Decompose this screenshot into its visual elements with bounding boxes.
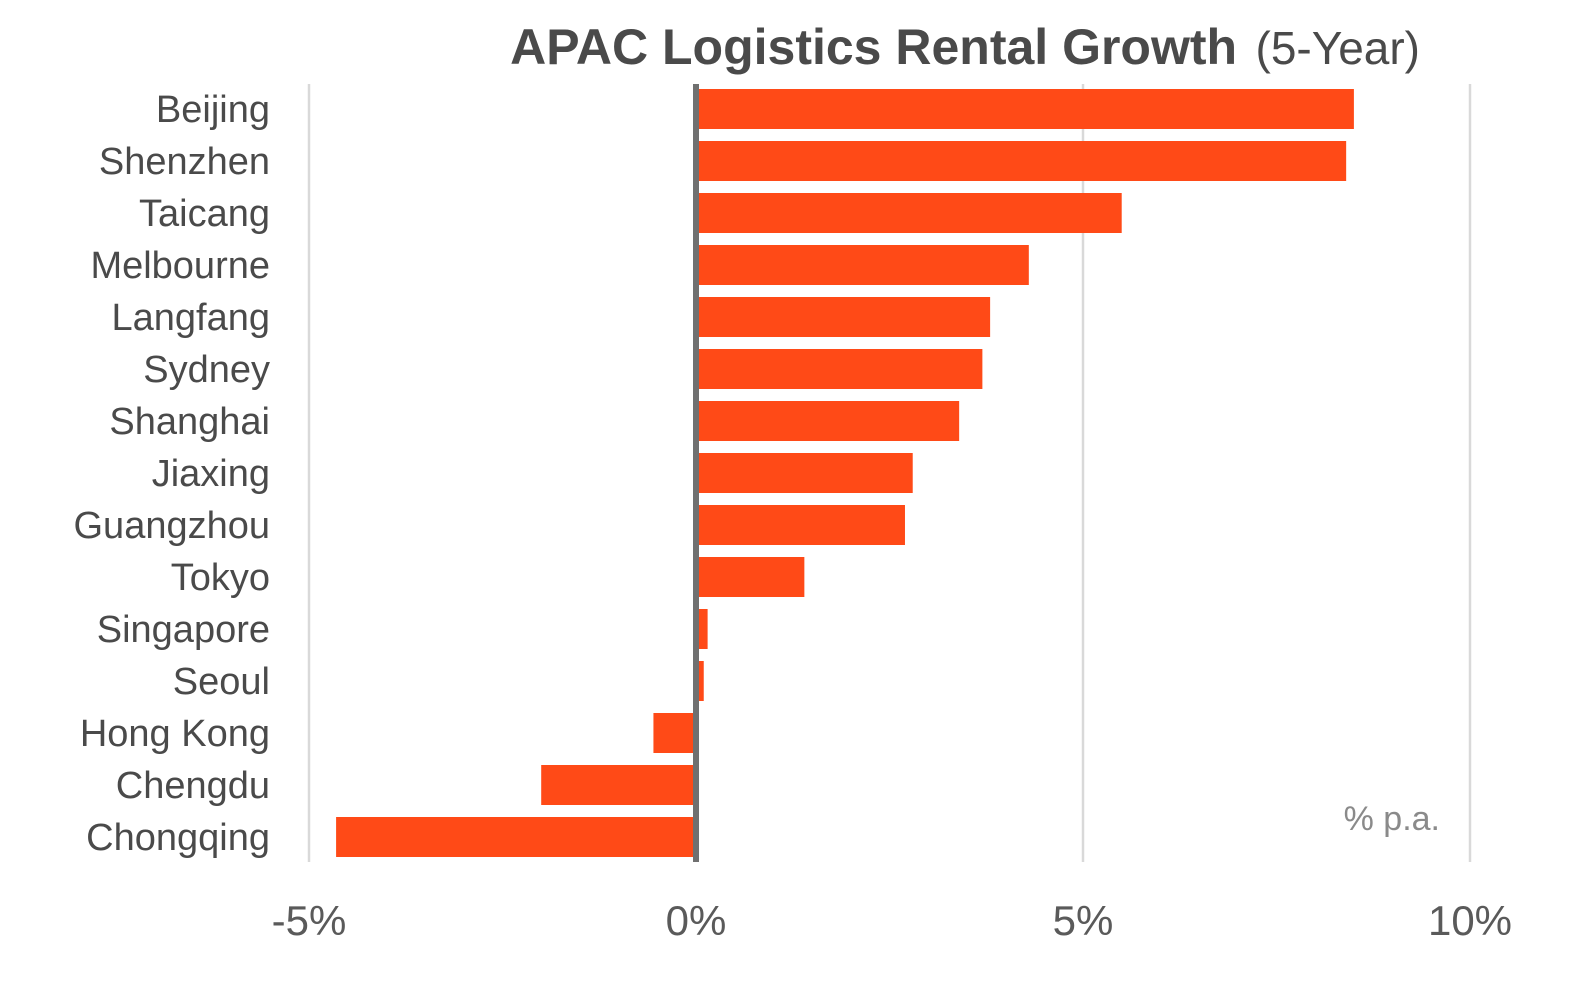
bar-guangzhou <box>696 505 905 545</box>
category-label-langfang: Langfang <box>112 297 271 339</box>
bars <box>336 89 1354 857</box>
bar-tokyo <box>696 557 805 597</box>
unit-note: % p.a. <box>1344 800 1440 838</box>
chart-title: APAC Logistics Rental Growth (5-Year) <box>510 19 1420 75</box>
category-labels: Beijing Shenzhen Taicang Melbourne Langfang S… <box>74 89 271 859</box>
category-label-hong-kong: Hong Kong <box>80 713 270 755</box>
category-label-melbourne: Melbourne <box>90 245 270 287</box>
category-label-jiaxing: Jiaxing <box>152 453 270 495</box>
x-tick-label-0: -5% <box>272 897 347 944</box>
bar-jiaxing <box>696 453 913 493</box>
bar-shenzhen <box>696 141 1347 181</box>
category-label-tokyo: Tokyo <box>171 557 270 599</box>
bar-chongqing <box>336 817 696 857</box>
category-label-beijing: Beijing <box>156 89 270 131</box>
bar-sydney <box>696 349 983 389</box>
category-label-shanghai: Shanghai <box>109 401 270 443</box>
category-label-taicang: Taicang <box>139 193 270 235</box>
bar-singapore <box>696 609 708 649</box>
category-label-singapore: Singapore <box>97 609 270 651</box>
bar-shanghai <box>696 401 960 441</box>
bar-chengdu <box>541 765 696 805</box>
chart-title-main: APAC Logistics Rental Growth <box>510 19 1237 75</box>
bar-hong-kong <box>653 713 696 753</box>
bar-langfang <box>696 297 991 337</box>
category-label-seoul: Seoul <box>173 661 270 703</box>
x-tick-labels: -5% 0% 5% 10% <box>272 897 1512 944</box>
x-tick-label-1: 0% <box>666 897 727 944</box>
category-label-shenzhen: Shenzhen <box>99 141 270 183</box>
bar-melbourne <box>696 245 1029 285</box>
category-label-guangzhou: Guangzhou <box>74 505 271 547</box>
chart-title-sub: (5-Year) <box>1256 22 1420 74</box>
bar-beijing <box>696 89 1354 129</box>
category-label-chengdu: Chengdu <box>116 765 270 807</box>
x-tick-label-2: 5% <box>1053 897 1114 944</box>
bar-seoul <box>696 661 704 701</box>
category-label-sydney: Sydney <box>143 349 270 391</box>
x-tick-label-3: 10% <box>1428 897 1512 944</box>
category-label-chongqing: Chongqing <box>86 817 270 859</box>
bar-taicang <box>696 193 1122 233</box>
